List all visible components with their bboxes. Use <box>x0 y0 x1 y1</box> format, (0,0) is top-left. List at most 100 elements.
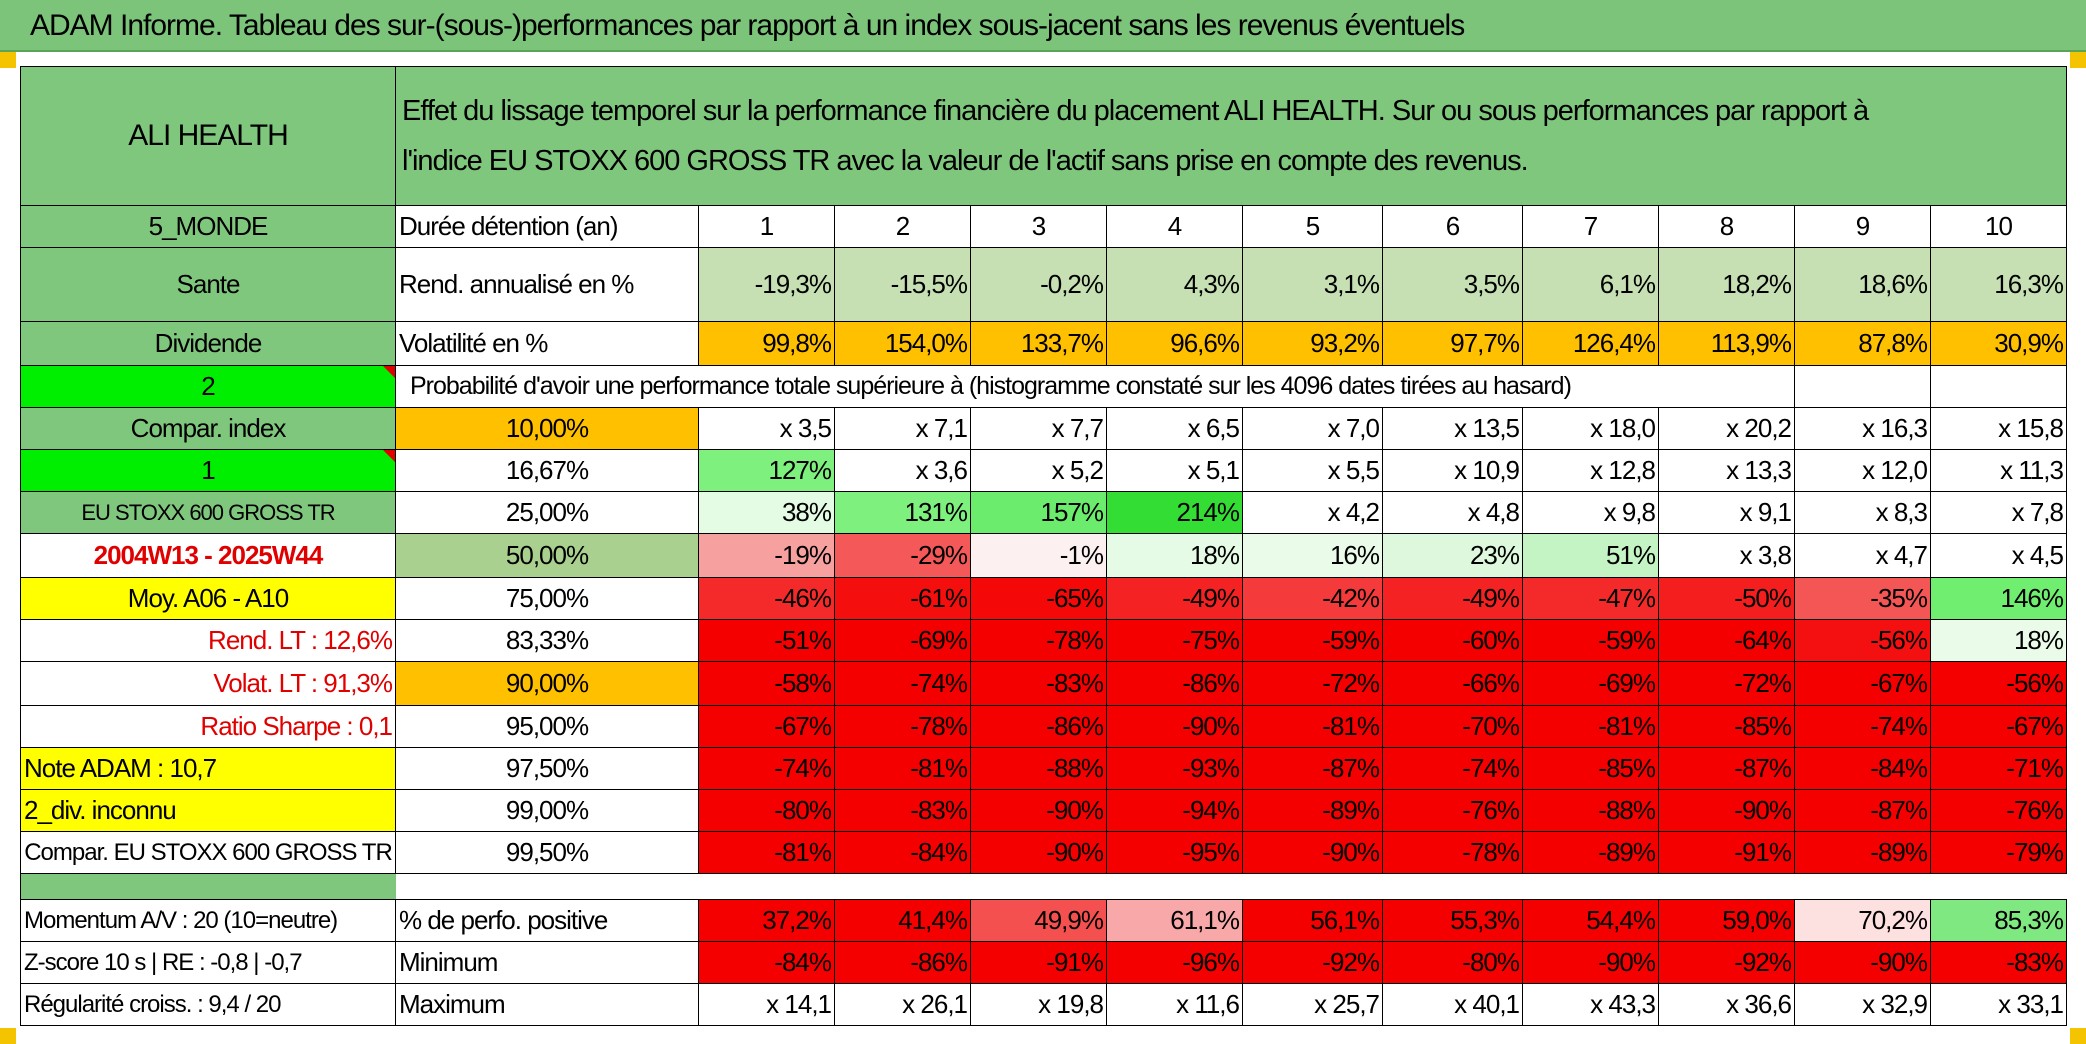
num-1-cell: 1 <box>20 449 396 492</box>
minimum-cell: -90% <box>1522 941 1659 984</box>
index-name-label: EU STOXX 600 GROSS TR <box>20 491 396 534</box>
description-line-1: Effet du lissage temporel sur la perform… <box>402 95 1869 127</box>
quantile-cell: -80% <box>698 789 835 832</box>
compar-full-label: Compar. EU STOXX 600 GROSS TR <box>20 831 396 874</box>
quantile-pct: 25,00% <box>395 491 699 534</box>
maximum-cell: x 14,1 <box>698 983 835 1026</box>
year-header: 3 <box>970 205 1107 248</box>
minimum-cell: -90% <box>1794 941 1931 984</box>
quantile-row: Compar. EU STOXX 600 GROSS TR 99,50% -81%… <box>20 831 2067 874</box>
volat-cell: 126,4% <box>1522 321 1659 366</box>
year-header: 8 <box>1658 205 1795 248</box>
quantile-cell: -84% <box>834 831 971 874</box>
quantile-cell: -86% <box>1106 661 1243 706</box>
quantile-cell: -94% <box>1106 789 1243 832</box>
quantile-cell: 18% <box>1106 533 1243 578</box>
zscore-label: Z-score 10 s | RE : -0,8 | -0,7 <box>20 941 396 984</box>
quantile-cell: x 7,7 <box>970 407 1107 450</box>
maximum-cell: x 32,9 <box>1794 983 1931 1026</box>
spacer-green <box>20 873 396 900</box>
quantile-cell: -42% <box>1242 577 1383 620</box>
quantile-cell: 146% <box>1930 577 2067 620</box>
positive-cell: 54,4% <box>1522 899 1659 942</box>
empty-cell <box>1930 365 2067 408</box>
volat-cell: 113,9% <box>1658 321 1795 366</box>
note-adam-label: Note ADAM : 10,7 <box>20 747 396 790</box>
quantile-cell: x 12,8 <box>1522 449 1659 492</box>
corner-marker-bottom-right <box>2070 1028 2086 1044</box>
rend-cell: -0,2% <box>970 247 1107 322</box>
quantile-pct: 83,33% <box>395 619 699 662</box>
quantile-row: 1 16,67% 127% x 3,6 x 5,2 x 5,1 x 5,5 x 10,9 x … <box>20 449 2067 492</box>
volat-cell: 87,8% <box>1794 321 1931 366</box>
report-title: ADAM Informe. Tableau des sur-(sous-)per… <box>0 0 2086 52</box>
quantile-cell: -86% <box>970 705 1107 748</box>
positive-cell: 37,2% <box>698 899 835 942</box>
rend-row: Sante Rend. annualisé en % -19,3% -15,5% -… <box>20 247 2067 322</box>
quantile-cell: 131% <box>834 491 971 534</box>
quantile-cell: -49% <box>1382 577 1523 620</box>
quantile-row: Rend. LT : 12,6% 83,33% -51% -69% -78% -75% -… <box>20 619 2067 662</box>
quantile-cell: x 5,2 <box>970 449 1107 492</box>
quantile-cell: x 5,1 <box>1106 449 1243 492</box>
volat-cell: 99,8% <box>698 321 835 366</box>
quantile-cell: x 9,1 <box>1658 491 1795 534</box>
quantile-cell: x 4,5 <box>1930 533 2067 578</box>
minimum-cell: -96% <box>1106 941 1243 984</box>
proba-label: Probabilité d'avoir une performance tota… <box>395 365 1795 408</box>
quantile-pct: 95,00% <box>395 705 699 748</box>
quantile-cell: x 5,5 <box>1242 449 1383 492</box>
quantile-cell: -65% <box>970 577 1107 620</box>
quantile-cell: x 15,8 <box>1930 407 2067 450</box>
quantile-cell: 214% <box>1106 491 1243 534</box>
quantile-pct: 10,00% <box>395 407 699 450</box>
minimum-cell: -80% <box>1382 941 1523 984</box>
rend-cell: 16,3% <box>1930 247 2067 322</box>
quantile-cell: 23% <box>1382 533 1523 578</box>
positive-label: % de perfo. positive <box>395 899 699 942</box>
volat-label: Volatilité en % <box>395 321 699 366</box>
quantile-row: Compar. index 10,00% x 3,5 x 7,1 x 7,7 x 6,5… <box>20 407 2067 450</box>
maximum-cell: x 11,6 <box>1106 983 1243 1026</box>
quantile-pct: 75,00% <box>395 577 699 620</box>
quantile-cell: -75% <box>1106 619 1243 662</box>
quantile-row: Note ADAM : 10,7 97,50% -74% -81% -88% -93% -… <box>20 747 2067 790</box>
quantile-cell: x 16,3 <box>1794 407 1931 450</box>
quantile-cell: x 9,8 <box>1522 491 1659 534</box>
volat-cell: 133,7% <box>970 321 1107 366</box>
quantile-cell: 38% <box>698 491 835 534</box>
minimum-row: Z-score 10 s | RE : -0,8 | -0,7 Minimum … <box>20 941 2067 984</box>
period-label: 2004W13 - 2025W44 <box>20 533 396 578</box>
rend-cell: 18,6% <box>1794 247 1931 322</box>
quantile-pct: 97,50% <box>395 747 699 790</box>
quantile-cell: -66% <box>1382 661 1523 706</box>
asset-name: ALI HEALTH <box>20 66 396 206</box>
quantile-cell: -60% <box>1382 619 1523 662</box>
volat-lt-label: Volat. LT : 91,3% <box>20 661 396 706</box>
quantile-cell: -85% <box>1658 705 1795 748</box>
minimum-label: Minimum <box>395 941 699 984</box>
div-inconnu-label: 2_div. inconnu <box>20 789 396 832</box>
maximum-cell: x 40,1 <box>1382 983 1523 1026</box>
quantile-cell: -72% <box>1242 661 1383 706</box>
quantile-cell: x 4,2 <box>1242 491 1383 534</box>
quantile-pct: 99,00% <box>395 789 699 832</box>
corner-marker-bottom-left <box>0 1028 16 1044</box>
quantile-cell: x 13,3 <box>1658 449 1795 492</box>
quantile-cell: -56% <box>1930 661 2067 706</box>
quantile-cell: x 3,8 <box>1658 533 1795 578</box>
positive-cell: 41,4% <box>834 899 971 942</box>
quantile-cell: -81% <box>1522 705 1659 748</box>
quantile-cell: -78% <box>970 619 1107 662</box>
positive-cell: 49,9% <box>970 899 1107 942</box>
quantile-cell: -90% <box>970 831 1107 874</box>
volat-cell: 93,2% <box>1242 321 1383 366</box>
duree-label: Durée détention (an) <box>395 205 699 248</box>
quantile-cell: x 8,3 <box>1794 491 1931 534</box>
quantile-cell: -35% <box>1794 577 1931 620</box>
quantile-cell: -61% <box>834 577 971 620</box>
quantile-cell: -1% <box>970 533 1107 578</box>
quantile-cell: -93% <box>1106 747 1243 790</box>
volat-row: Dividende Volatilité en % 99,8% 154,0% 133… <box>20 321 2067 366</box>
volat-cell: 96,6% <box>1106 321 1243 366</box>
